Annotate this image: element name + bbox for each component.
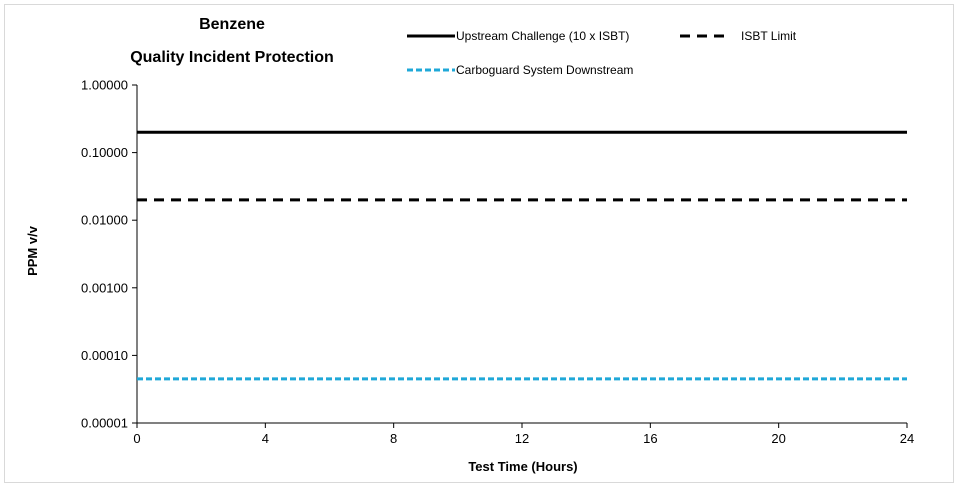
legend: Upstream Challenge (10 x ISBT) ISBT Limi… xyxy=(407,29,797,77)
x-tick-label: 24 xyxy=(900,431,914,446)
legend-label-upstream: Upstream Challenge (10 x ISBT) xyxy=(456,29,629,43)
y-tick-label: 0.01000 xyxy=(81,213,128,228)
chart-frame: Benzene Quality Incident Protection Upst… xyxy=(4,4,954,483)
x-tick-label: 4 xyxy=(262,431,269,446)
y-tick-label: 0.00001 xyxy=(81,416,128,431)
x-tick-label: 16 xyxy=(643,431,657,446)
chart-title-group: Benzene Quality Incident Protection xyxy=(130,16,334,66)
x-tick-label: 8 xyxy=(390,431,397,446)
legend-label-isbt-limit: ISBT Limit xyxy=(741,29,797,43)
x-tick-label: 12 xyxy=(515,431,529,446)
chart-title-line-2: Quality Incident Protection xyxy=(130,49,334,66)
y-tick-label: 0.00100 xyxy=(81,280,128,295)
y-axis-title: PPM v/v xyxy=(25,225,40,276)
x-tick-label: 20 xyxy=(771,431,785,446)
y-tick-label: 1.00000 xyxy=(81,78,128,93)
axes: 0.00001 0.00010 0.00100 0.01000 0.10000 1.000… xyxy=(81,78,914,447)
series-lines xyxy=(137,130,907,381)
chart-svg: Benzene Quality Incident Protection Upst… xyxy=(25,16,914,474)
legend-label-carboguard: Carboguard System Downstream xyxy=(456,63,633,77)
y-tick-label: 0.00010 xyxy=(81,348,128,363)
x-tick-label: 0 xyxy=(133,431,140,446)
chart-title-line-1: Benzene xyxy=(199,16,265,33)
y-tick-label: 0.10000 xyxy=(81,145,128,160)
x-axis-title: Test Time (Hours) xyxy=(468,459,577,474)
